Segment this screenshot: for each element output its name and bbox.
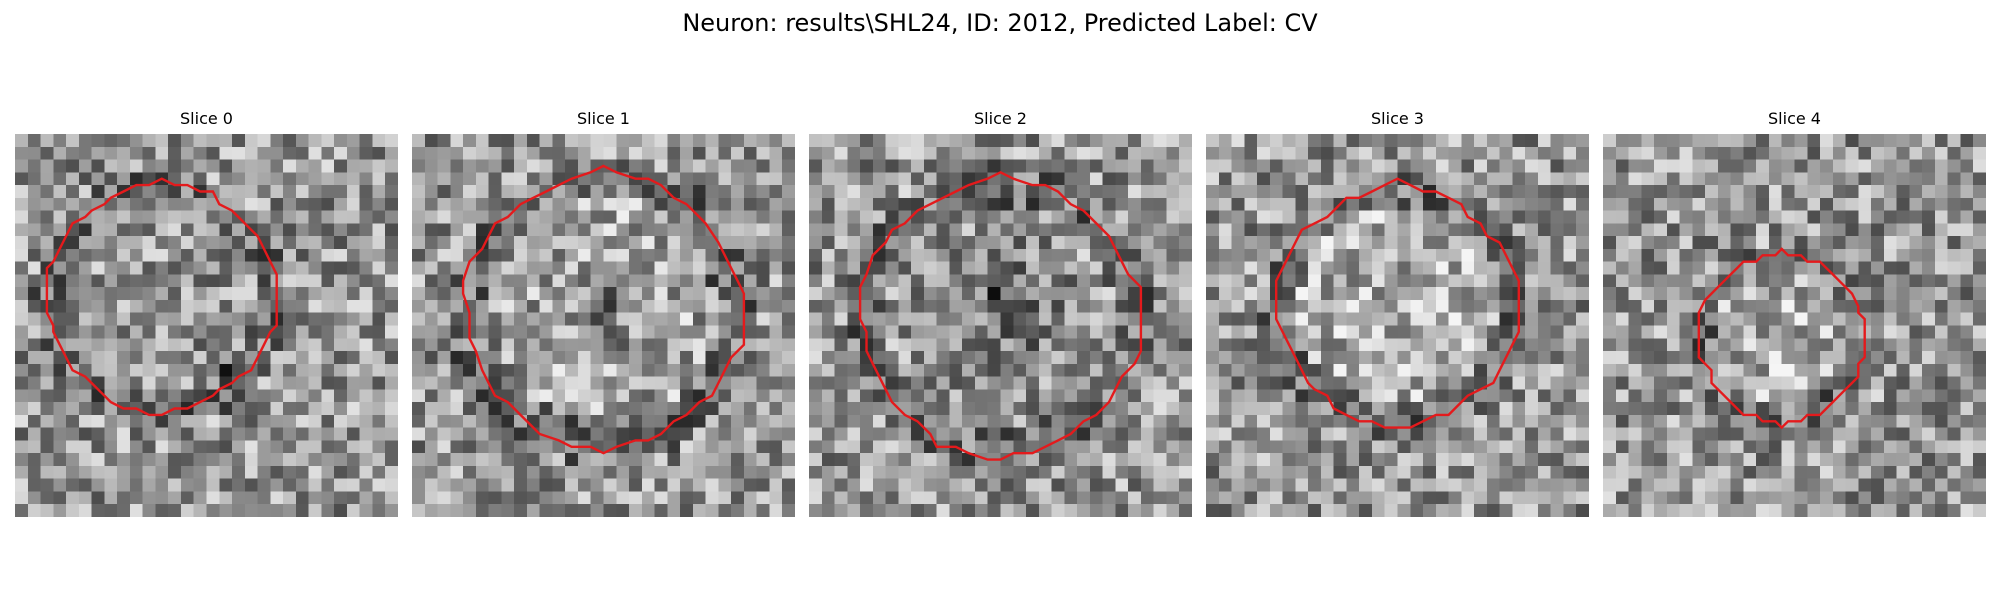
roi-contour bbox=[45, 177, 278, 417]
slice-title: Slice 2 bbox=[974, 109, 1027, 128]
pixel-grid bbox=[1206, 134, 1589, 517]
roi-contour bbox=[1274, 177, 1520, 429]
slice-image-svg bbox=[1206, 134, 1589, 517]
slice-title: Slice 0 bbox=[180, 109, 233, 128]
slice-title: Slice 4 bbox=[1768, 109, 1821, 128]
pixel-grid bbox=[809, 134, 1192, 517]
slice-image bbox=[15, 134, 398, 517]
slice-panel-2: Slice 2 bbox=[809, 108, 1192, 517]
slice-panel-4: Slice 4 bbox=[1603, 108, 1986, 517]
roi-contour bbox=[858, 170, 1143, 461]
slice-title: Slice 3 bbox=[1371, 109, 1424, 128]
slice-image bbox=[809, 134, 1192, 517]
slice-title: Slice 1 bbox=[577, 109, 630, 128]
slice-image-svg bbox=[1603, 134, 1986, 517]
slice-image bbox=[1206, 134, 1589, 517]
roi-contour bbox=[461, 164, 746, 455]
slice-panel-3: Slice 3 bbox=[1206, 108, 1589, 517]
pixel-grid bbox=[412, 134, 795, 517]
slice-panel-0: Slice 0 bbox=[15, 108, 398, 517]
slice-image bbox=[412, 134, 795, 517]
slice-image-svg bbox=[412, 134, 795, 517]
slice-image-svg bbox=[809, 134, 1192, 517]
figure-title: Neuron: results\SHL24, ID: 2012, Predict… bbox=[682, 9, 1318, 37]
roi-contour bbox=[1697, 247, 1866, 430]
pixel-grid bbox=[15, 134, 398, 517]
slice-image-svg bbox=[15, 134, 398, 517]
slice-panel-1: Slice 1 bbox=[412, 108, 795, 517]
pixel-grid bbox=[1603, 134, 1986, 517]
slice-image bbox=[1603, 134, 1986, 517]
